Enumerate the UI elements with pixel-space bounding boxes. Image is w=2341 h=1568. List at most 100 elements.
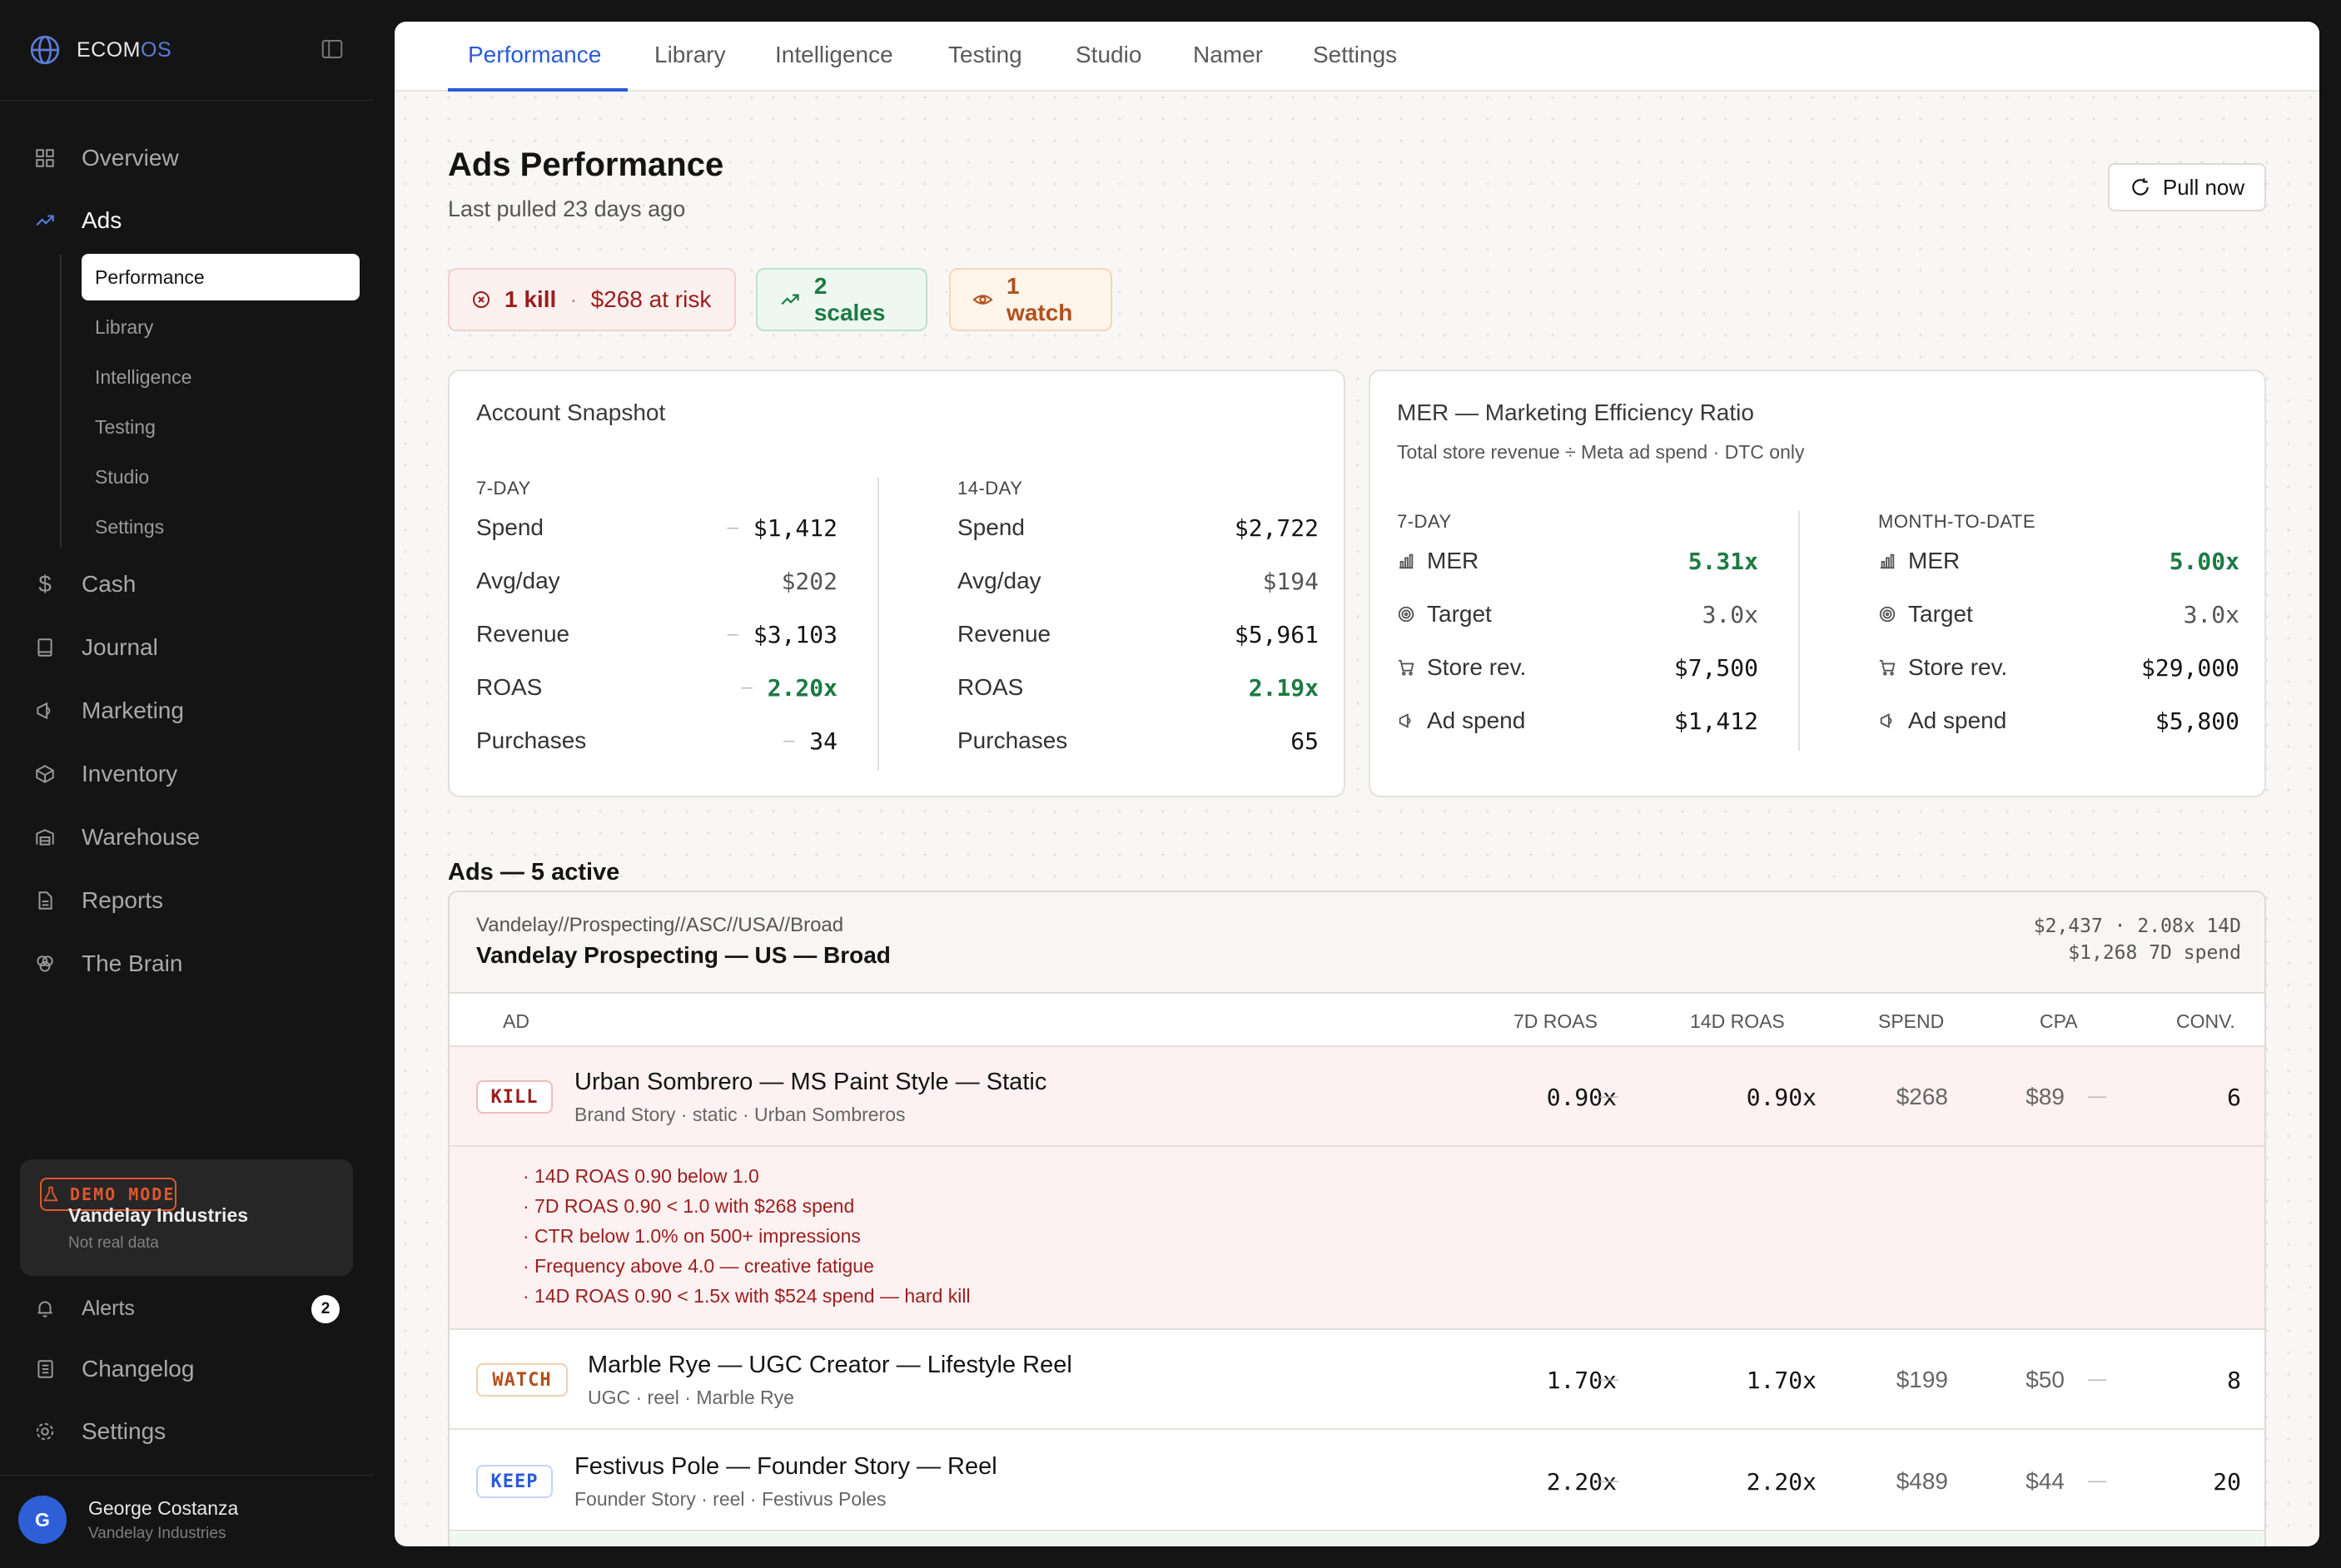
column-header[interactable]: 14D ROAS — [1690, 1010, 1785, 1032]
metric-row: Ad spend $1,412 — [1397, 694, 1758, 747]
metric-label: Ad spend — [1427, 707, 1526, 733]
tab-performance[interactable]: Performance — [468, 42, 602, 67]
campaign-header[interactable]: Vandelay//Prospecting//ASC//USA//Broad V… — [450, 892, 2264, 994]
subnav-label: Settings — [95, 515, 165, 538]
nav-cash[interactable]: $ Cash — [33, 568, 136, 601]
subnav-label: Performance — [95, 265, 205, 288]
nav-warehouse[interactable]: Warehouse — [33, 821, 200, 854]
tab-testing[interactable]: Testing — [948, 42, 1022, 67]
nav-marketing[interactable]: Marketing — [33, 694, 184, 727]
subnav-performance[interactable]: Performance — [82, 254, 360, 300]
avatar: G — [18, 1496, 67, 1544]
megaphone-icon — [1399, 713, 1411, 728]
flask-icon — [43, 1186, 58, 1202]
user-menu[interactable]: G George Costanza Vandelay Industries — [18, 1496, 238, 1544]
metric-value: $1,412 — [753, 514, 837, 542]
sidebar-toggle-icon[interactable] — [320, 37, 345, 62]
spend: $199 — [1896, 1367, 1948, 1392]
brand[interactable]: ECOMOS — [28, 32, 171, 68]
metric-row: Revenue $5,961 — [957, 608, 1319, 661]
kill-reason: · Frequency above 4.0 — creative fatigue — [523, 1255, 874, 1277]
campaign-path: Vandelay//Prospecting//ASC//USA//Broad — [476, 914, 844, 936]
demo-note: Not real data — [68, 1234, 159, 1252]
ad-name: Marble Rye — UGC Creator — Lifestyle Ree… — [588, 1352, 1072, 1378]
trend-dash: — — [1600, 1085, 1618, 1106]
card-subtitle: Total store revenue ÷ Meta ad spend · DT… — [1397, 441, 1805, 463]
column-header[interactable]: 7D ROAS — [1513, 1010, 1598, 1032]
metric-label: ROAS — [957, 674, 1024, 700]
table-row[interactable]: KILL Urban Sombrero — MS Paint Style — S… — [450, 1047, 2264, 1147]
ad-name: Urban Sombrero — MS Paint Style — Static — [574, 1069, 1047, 1095]
tab-intelligence[interactable]: Intelligence — [775, 42, 893, 67]
nav-ads[interactable]: Ads — [33, 204, 122, 237]
watch-count: 1 watch — [1006, 273, 1073, 325]
metric-label: Revenue — [957, 621, 1051, 647]
subnav-settings[interactable]: Settings — [82, 504, 360, 550]
active-tab-indicator — [448, 88, 628, 92]
campaign-stat: $2,437 · 2.08x 14D — [2033, 915, 2241, 937]
mer-card: MER — Marketing Efficiency Ratio Total s… — [1369, 370, 2266, 797]
subnav-library[interactable]: Library — [82, 304, 360, 350]
table-row[interactable]: KEEP Festivus Pole — Founder Story — Ree… — [450, 1432, 2264, 1531]
subnav-label: Library — [95, 315, 154, 338]
roas-7d: 2.20x — [1546, 1468, 1617, 1496]
table-row[interactable]: WATCH Marble Rye — UGC Creator — Lifesty… — [450, 1330, 2264, 1430]
pull-now-button[interactable]: Pull now — [2108, 163, 2266, 211]
column-header[interactable]: CPA — [2040, 1010, 2078, 1032]
metric-row: Ad spend $5,800 — [1878, 694, 2239, 747]
tab-settings[interactable]: Settings — [1313, 42, 1398, 67]
ad-name: Festivus Pole — Founder Story — Reel — [574, 1453, 997, 1480]
cart-icon — [1879, 659, 1896, 676]
subnav-testing[interactable]: Testing — [82, 404, 360, 450]
column-header[interactable]: SPEND — [1878, 1010, 1945, 1032]
column-header[interactable]: AD — [503, 1010, 529, 1032]
eye-icon — [972, 295, 993, 305]
kill-summary-pill[interactable]: 1 kill · $268 at risk — [448, 268, 736, 331]
brain-icon — [33, 952, 57, 975]
trend-dash: — — [1600, 1470, 1618, 1491]
kill-reason: · 7D ROAS 0.90 < 1.0 with $268 spend — [523, 1195, 855, 1217]
tab-library[interactable]: Library — [654, 42, 726, 67]
trending-up-icon — [781, 294, 799, 305]
tab-studio[interactable]: Studio — [1076, 42, 1142, 67]
metric-row: ROAS 2.19x — [957, 661, 1319, 714]
nav-label: Journal — [82, 634, 158, 660]
dollar-icon: $ — [38, 571, 52, 597]
nav-overview[interactable]: Overview — [33, 141, 179, 175]
metric-label: ROAS — [476, 674, 543, 700]
mer-month-to-date: MONTH-TO-DATE MER 5.00x Target 3.0x Store … — [1878, 511, 2239, 747]
scale-summary-pill[interactable]: 2 scales — [756, 268, 927, 331]
nav-the-brain[interactable]: The Brain — [33, 947, 182, 980]
nav-journal[interactable]: Journal — [33, 631, 158, 664]
kill-reason: · CTR below 1.0% on 500+ impressions — [523, 1225, 861, 1247]
pull-now-label: Pull now — [2162, 174, 2245, 200]
subnav-studio[interactable]: Studio — [82, 454, 360, 500]
nav-label: The Brain — [82, 950, 183, 976]
demo-mode-tag: DEMO MODE — [40, 1178, 177, 1211]
metric-label: Spend — [957, 514, 1025, 540]
nav-label: Changelog — [82, 1356, 195, 1382]
metric-row: Avg/day $202 — [476, 554, 837, 608]
ads-section-title: Ads — 5 active — [448, 859, 620, 886]
mer-7day: 7-DAY MER 5.31x Target 3.0x Store rev. $7,5… — [1397, 511, 1758, 747]
metric-value: 3.0x — [1702, 600, 1758, 628]
metric-label: Avg/day — [476, 568, 560, 593]
gear-icon — [33, 1420, 57, 1443]
tab-namer[interactable]: Namer — [1193, 42, 1264, 67]
nav-inventory[interactable]: Inventory — [33, 757, 177, 791]
brand-name: ECOMOS — [77, 37, 172, 62]
watch-summary-pill[interactable]: 1 watch — [949, 268, 1112, 331]
metric-label: MER — [1908, 548, 1961, 573]
subnav-intelligence[interactable]: Intelligence — [82, 354, 360, 400]
nav-alerts[interactable]: Alerts — [33, 1292, 135, 1325]
file-icon — [33, 889, 57, 912]
nav-label: Warehouse — [82, 824, 201, 850]
nav-reports[interactable]: Reports — [33, 884, 163, 917]
nav-settings[interactable]: Settings — [33, 1415, 166, 1448]
column-header[interactable]: CONV. — [2176, 1010, 2235, 1032]
nav-changelog[interactable]: Changelog — [33, 1352, 194, 1386]
kill-count: 1 kill — [504, 286, 557, 312]
globe-icon — [30, 35, 60, 65]
campaign-stat: $1,268 7D spend — [2068, 942, 2241, 964]
ad-meta: Founder Story · reel · Festivus Poles — [574, 1488, 887, 1510]
